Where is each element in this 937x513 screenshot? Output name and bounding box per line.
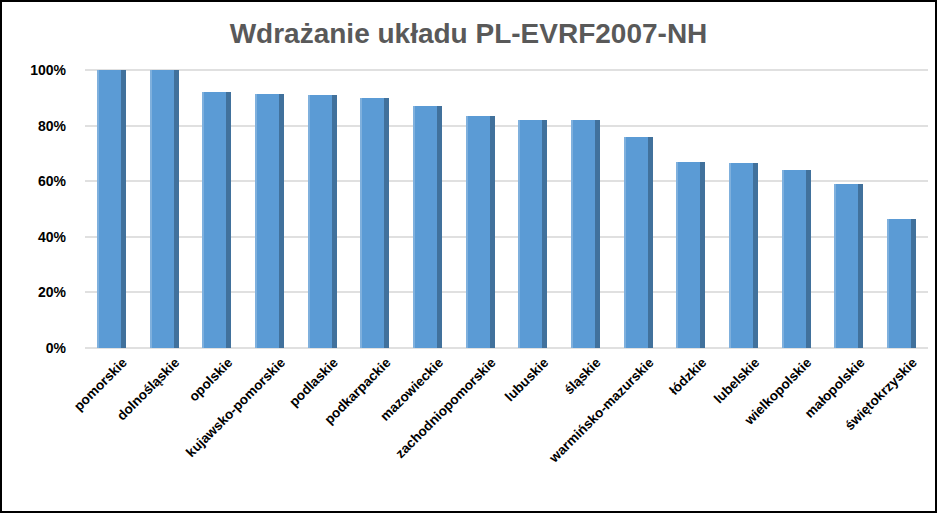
chart-title: Wdrażanie układu PL-EVRF2007-NH xyxy=(2,18,935,50)
x-label-podlaskie: podlaskie xyxy=(286,355,341,410)
x-label-opolskie: opolskie xyxy=(186,355,236,405)
bar-wielkopolskie xyxy=(782,170,811,348)
bar-dolnośląskie xyxy=(150,70,179,348)
x-label-warmińsko-mazurskie: warmińsko-mazurskie xyxy=(546,355,657,466)
bar-opolskie xyxy=(202,92,231,348)
x-label-śląskie: śląskie xyxy=(562,355,605,398)
x-label-zachodniopomorskie: zachodniopomorskie xyxy=(393,355,500,462)
x-label-lubelskie: lubelskie xyxy=(711,355,763,407)
y-tick-80: 80% xyxy=(2,116,66,136)
y-tick-60: 60% xyxy=(2,171,66,191)
bar-warmińsko-mazurskie xyxy=(624,137,653,348)
bar-łódzkie xyxy=(676,162,705,348)
bar-podkarpackie xyxy=(360,98,389,348)
bar-śląskie xyxy=(571,120,600,348)
x-label-łódzkie: łódzkie xyxy=(667,355,711,399)
gridline-100 xyxy=(85,69,928,71)
bar-zachodniopomorskie xyxy=(466,116,495,348)
x-label-lubuskie: lubuskie xyxy=(502,355,552,405)
bar-lubuskie xyxy=(518,120,547,348)
bar-kujawsko-pomorskie xyxy=(255,94,284,348)
bar-podlaskie xyxy=(308,95,337,348)
y-tick-20: 20% xyxy=(2,282,66,302)
bar-mazowieckie xyxy=(413,106,442,348)
chart-frame: Wdrażanie układu PL-EVRF2007-NH 100% 80% 6… xyxy=(0,0,937,513)
y-tick-40: 40% xyxy=(2,227,66,247)
bar-pomorskie xyxy=(97,70,126,348)
bar-lubelskie xyxy=(729,163,758,348)
y-tick-0: 0% xyxy=(2,338,66,358)
x-label-kujawsko-pomorskie: kujawsko-pomorskie xyxy=(183,355,289,461)
bar-małopolskie xyxy=(834,184,863,348)
bar-świętokrzyskie xyxy=(887,219,916,348)
y-tick-100: 100% xyxy=(2,60,66,80)
